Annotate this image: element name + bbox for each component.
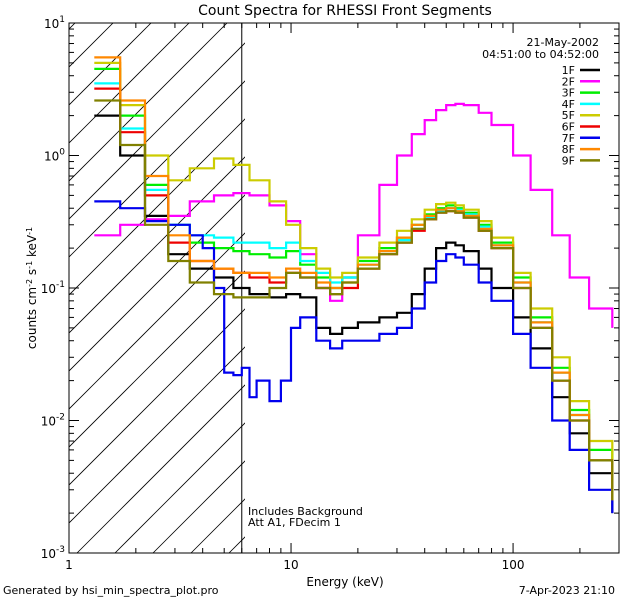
footer-generated-by: Generated by hsi_min_spectra_plot.pro: [3, 584, 219, 597]
series-line-9F: [94, 99, 614, 501]
chart-title: Count Spectra for RHESSI Front Segments: [198, 3, 492, 19]
series-line-3F: [94, 67, 614, 490]
x-tick-label: 100: [502, 558, 525, 572]
legend-label-9F: 9F: [562, 154, 575, 167]
y-tick-labels: 101 100 10-1 10-2 10-3: [41, 15, 66, 561]
hatch-line: [69, 118, 245, 296]
y-tick-label: 101: [44, 15, 65, 31]
hatch-line: [114, 422, 245, 553]
legend-label-2F: 2F: [562, 75, 575, 88]
footer-date: 7-Apr-2023 21:10: [519, 584, 615, 597]
hatch-line: [69, 156, 245, 334]
annotation-text: Att A1, FDecim 1: [248, 516, 341, 529]
legend-label-7F: 7F: [562, 132, 575, 145]
series-line-4F: [94, 82, 614, 501]
y-tick-label: 10-1: [41, 280, 65, 296]
y-tick-label: 10-3: [41, 545, 65, 561]
hatch-line: [69, 80, 245, 258]
series-line-2F: [94, 102, 614, 328]
y-tick-label: 100: [44, 148, 65, 164]
hatch-line: [69, 194, 245, 372]
legend-label-4F: 4F: [562, 98, 575, 111]
legend-label-8F: 8F: [562, 143, 575, 156]
hatch-line: [76, 384, 245, 553]
y-tick-label: 10-2: [41, 413, 65, 429]
series-line-6F: [94, 87, 614, 501]
annotation-text: Includes Background: [248, 505, 363, 518]
hatch-line: [69, 23, 152, 106]
excluded-energy-hatch: [69, 23, 245, 553]
y-axis-label: counts cm-2 s-1 keV-1: [25, 227, 40, 349]
x-axis-label: Energy (keV): [306, 575, 383, 589]
hatch-line: [69, 23, 190, 144]
time-range-label: 04:51:00 to 04:52:00: [482, 48, 599, 61]
legend-label-3F: 3F: [562, 87, 575, 100]
series-line-7F: [94, 200, 614, 514]
x-tick-label: 10: [283, 558, 298, 572]
series-line-1F: [94, 114, 614, 514]
series-line-8F: [94, 56, 614, 501]
hatch-line: [69, 23, 76, 30]
x-tick-label: 1: [65, 558, 73, 572]
legend-label-1F: 1F: [562, 64, 575, 77]
hatch-line: [69, 23, 228, 182]
hatch-line: [69, 346, 245, 524]
hatch-line: [69, 23, 114, 68]
series-line-5F: [94, 61, 614, 481]
legend-label-5F: 5F: [562, 109, 575, 122]
series-layer: [94, 56, 614, 514]
x-tick-labels: 1 10 100: [65, 558, 524, 572]
legend-label-6F: 6F: [562, 121, 575, 134]
hatch-line: [69, 308, 245, 486]
hatch-line: [69, 42, 245, 220]
date-label: 21-May-2002: [527, 36, 599, 49]
axis-ticks: [68, 22, 620, 554]
hatch-line: [69, 232, 245, 410]
